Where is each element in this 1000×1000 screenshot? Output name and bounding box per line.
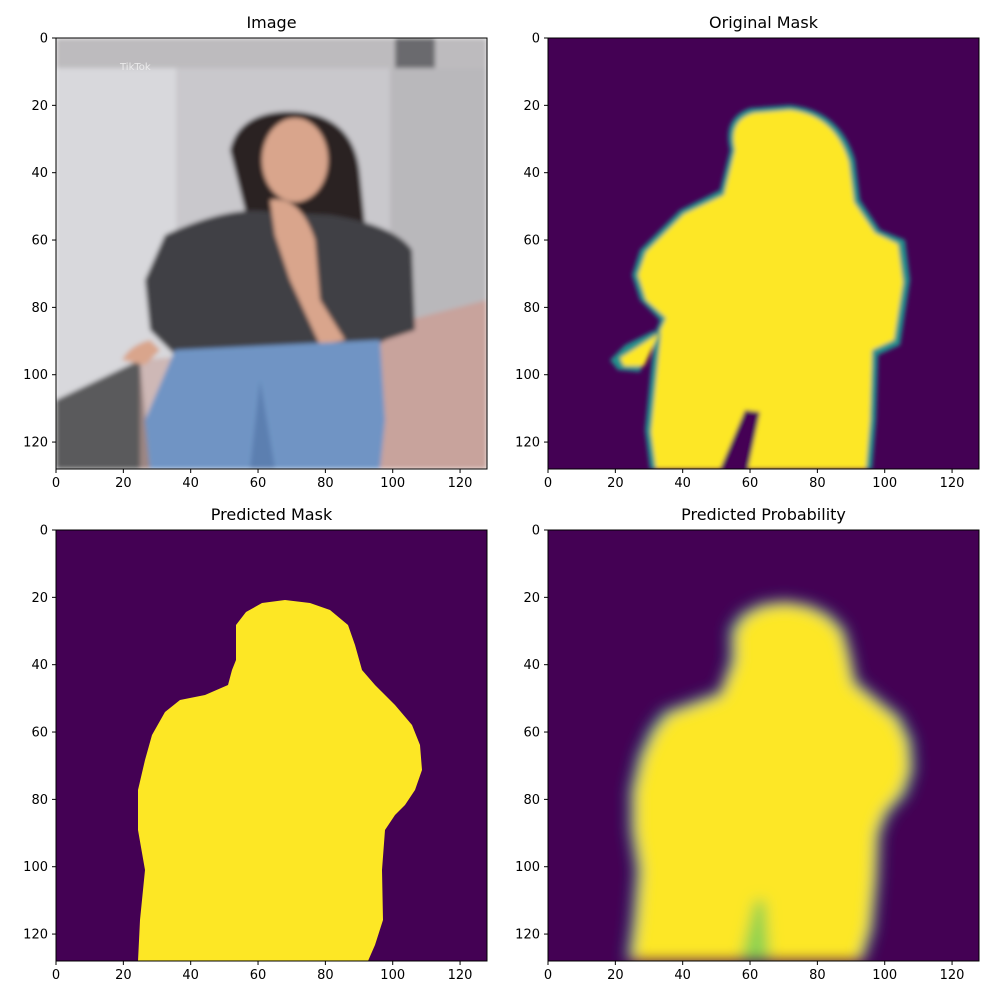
mask-image bbox=[56, 530, 487, 961]
y-tick-label: 100 bbox=[23, 860, 48, 875]
panel-title: Predicted Probability bbox=[681, 505, 846, 524]
x-tick-label: 80 bbox=[317, 476, 334, 491]
y-tick-label: 120 bbox=[515, 436, 540, 451]
x-tick-label: 100 bbox=[872, 476, 897, 491]
panel-image: Image TikTok 0 20 40 60 80 100 120 bbox=[23, 13, 488, 491]
panel-title: Original Mask bbox=[709, 13, 819, 32]
y-tick-label: 0 bbox=[532, 32, 540, 47]
x-tick-label: 40 bbox=[674, 476, 691, 491]
y-tick-label: 20 bbox=[523, 99, 540, 114]
x-axis: 0 20 40 60 80 100 120 bbox=[52, 961, 473, 983]
x-tick-label: 20 bbox=[115, 476, 132, 491]
x-tick-label: 80 bbox=[317, 968, 334, 983]
y-tick-label: 0 bbox=[532, 524, 540, 539]
axes-frame bbox=[547, 529, 980, 962]
y-axis: 0 20 40 60 80 100 120 bbox=[515, 524, 548, 943]
y-tick-label: 120 bbox=[23, 436, 48, 451]
x-tick-label: 40 bbox=[674, 968, 691, 983]
x-tick-label: 20 bbox=[607, 476, 624, 491]
y-tick-label: 20 bbox=[31, 99, 48, 114]
axes-frame bbox=[547, 37, 980, 470]
y-tick-label: 100 bbox=[515, 860, 540, 875]
y-tick-label: 100 bbox=[515, 368, 540, 383]
x-tick-label: 80 bbox=[809, 968, 826, 983]
x-tick-label: 120 bbox=[940, 968, 965, 983]
x-axis: 0 20 40 60 80 100 120 bbox=[544, 961, 965, 983]
y-tick-label: 120 bbox=[515, 928, 540, 943]
x-tick-label: 100 bbox=[872, 968, 897, 983]
y-tick-label: 60 bbox=[523, 234, 540, 249]
panel-predicted-mask: Predicted Mask 0 20 40 60 80 100 120 0 20 40 60 80… bbox=[23, 505, 488, 983]
panel-title: Image bbox=[246, 13, 296, 32]
y-tick-label: 60 bbox=[31, 234, 48, 249]
x-tick-label: 20 bbox=[607, 968, 624, 983]
axes-frame bbox=[55, 529, 488, 962]
x-tick-label: 60 bbox=[742, 476, 759, 491]
x-tick-label: 80 bbox=[809, 476, 826, 491]
axes-frame bbox=[55, 37, 488, 470]
y-axis: 0 20 40 60 80 100 120 bbox=[23, 32, 56, 451]
x-tick-label: 60 bbox=[250, 476, 267, 491]
x-tick-label: 40 bbox=[182, 968, 199, 983]
x-tick-label: 60 bbox=[742, 968, 759, 983]
x-tick-label: 0 bbox=[544, 968, 552, 983]
y-axis: 0 20 40 60 80 100 120 bbox=[515, 32, 548, 451]
x-tick-label: 0 bbox=[52, 476, 60, 491]
x-tick-label: 0 bbox=[52, 968, 60, 983]
probability-image bbox=[548, 530, 979, 961]
y-tick-label: 20 bbox=[31, 591, 48, 606]
panel-predicted-probability: Predicted Probability 0 20 40 60 80 100 120 0 2… bbox=[515, 505, 980, 983]
x-tick-label: 60 bbox=[250, 968, 267, 983]
y-tick-label: 0 bbox=[40, 32, 48, 47]
y-tick-label: 40 bbox=[523, 658, 540, 673]
y-tick-label: 40 bbox=[31, 166, 48, 181]
y-tick-label: 100 bbox=[23, 368, 48, 383]
y-tick-label: 80 bbox=[523, 793, 540, 808]
photo-image bbox=[56, 38, 487, 469]
x-tick-label: 40 bbox=[182, 476, 199, 491]
y-tick-label: 80 bbox=[523, 301, 540, 316]
x-tick-label: 120 bbox=[940, 476, 965, 491]
y-tick-label: 40 bbox=[523, 166, 540, 181]
panel-original-mask: Original Mask 0 20 40 60 80 100 120 0 20 40 60 80 1… bbox=[515, 13, 980, 491]
x-tick-label: 0 bbox=[544, 476, 552, 491]
y-tick-label: 60 bbox=[31, 726, 48, 741]
x-axis: 0 20 40 60 80 100 120 bbox=[544, 469, 965, 491]
y-tick-label: 40 bbox=[31, 658, 48, 673]
y-axis: 0 20 40 60 80 100 120 bbox=[23, 524, 56, 943]
y-tick-label: 0 bbox=[40, 524, 48, 539]
x-tick-label: 100 bbox=[380, 968, 405, 983]
watermark-text: TikTok bbox=[119, 62, 151, 73]
x-axis: 0 20 40 60 80 100 120 bbox=[52, 469, 473, 491]
x-tick-label: 20 bbox=[115, 968, 132, 983]
y-tick-label: 120 bbox=[23, 928, 48, 943]
y-tick-label: 80 bbox=[31, 793, 48, 808]
x-tick-label: 100 bbox=[380, 476, 405, 491]
x-tick-label: 120 bbox=[448, 476, 473, 491]
y-tick-label: 60 bbox=[523, 726, 540, 741]
mask-image bbox=[548, 38, 979, 469]
y-tick-label: 20 bbox=[523, 591, 540, 606]
y-tick-label: 80 bbox=[31, 301, 48, 316]
x-tick-label: 120 bbox=[448, 968, 473, 983]
panel-title: Predicted Mask bbox=[211, 505, 333, 524]
